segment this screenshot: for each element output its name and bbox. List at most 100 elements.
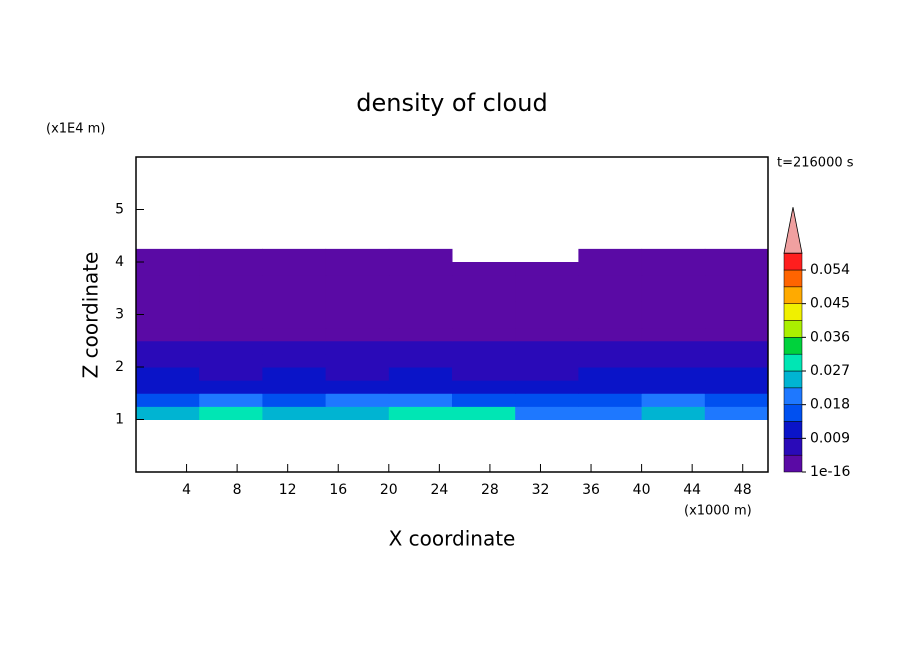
contour-cell <box>199 380 263 394</box>
x-tick-label: 36 <box>582 482 600 498</box>
colorbar-tick-label: 0.036 <box>810 329 850 345</box>
colorbar-band <box>783 269 803 288</box>
x-tick-label: 16 <box>329 482 347 498</box>
contour-cell <box>136 380 200 394</box>
contour-cell <box>136 301 200 315</box>
x-tick-label: 32 <box>532 482 550 498</box>
contour-cell <box>515 353 579 368</box>
contour-cell <box>704 288 769 302</box>
contour-cell <box>136 393 200 407</box>
contour-cell <box>641 327 706 342</box>
contour-cell <box>136 353 200 368</box>
contour-cell <box>452 327 516 342</box>
contour-cell <box>641 275 706 289</box>
colorbar-tick-label: 0.009 <box>810 430 850 446</box>
x-tick-label: 4 <box>182 482 191 498</box>
contour-cell <box>578 275 643 289</box>
contour-cell <box>388 380 453 394</box>
contour-cell <box>136 288 200 302</box>
contour-cell <box>199 314 263 329</box>
contour-cell <box>262 393 327 407</box>
contour-cell <box>515 301 579 315</box>
contour-cell <box>704 301 769 315</box>
contour-cell <box>578 314 643 329</box>
contour-cell <box>262 248 327 263</box>
contour-cell <box>578 406 643 420</box>
contour-cell <box>262 262 327 276</box>
contour-cell <box>388 314 453 329</box>
contour-cell <box>578 301 643 315</box>
contour-cell <box>578 353 643 368</box>
contour-cell <box>515 314 579 329</box>
contour-cell <box>578 393 643 407</box>
y-tick-label: 5 <box>115 202 124 218</box>
colorbar-band <box>783 370 803 389</box>
contour-cell <box>515 406 579 420</box>
contour-cell <box>452 262 516 276</box>
contour-cell <box>136 367 200 381</box>
annotation: t=216000 s <box>777 156 854 171</box>
colorbar-band <box>783 337 803 355</box>
contour-cell <box>452 380 516 394</box>
contour-cell <box>262 301 327 315</box>
colorbar-band <box>783 454 803 473</box>
colorbar-band <box>783 286 803 304</box>
contour-cell <box>199 393 263 407</box>
contour-cell <box>199 262 263 276</box>
contour-cell <box>136 275 200 289</box>
contour-cell <box>325 301 390 315</box>
contour-cell <box>704 367 769 381</box>
colorbar-tick-label: 0.045 <box>810 296 850 312</box>
contour-cell <box>388 288 453 302</box>
contour-cell <box>136 248 200 263</box>
contour-cell <box>704 353 769 368</box>
colorbar-band <box>783 320 803 338</box>
x-unit: (x1000 m) <box>684 504 752 519</box>
contour-cell <box>578 340 643 355</box>
contour-cell <box>388 393 453 407</box>
contour-cell <box>515 367 579 381</box>
y-tick-label: 1 <box>115 412 124 428</box>
contour-cell <box>199 301 263 315</box>
x-tick-label: 40 <box>633 482 651 498</box>
contour-cell <box>325 288 390 302</box>
contour-cell <box>704 275 769 289</box>
colorbar-band <box>783 404 803 422</box>
x-axis-label: X coordinate <box>389 527 516 551</box>
contour-cell <box>262 327 327 342</box>
contour-cell <box>325 380 390 394</box>
x-tick-label: 20 <box>380 482 398 498</box>
contour-cell <box>388 248 453 263</box>
contour-cell <box>262 275 327 289</box>
contour-cell <box>452 288 516 302</box>
x-tick-label: 44 <box>683 482 701 498</box>
contour-cell <box>325 353 390 368</box>
colorbar-band <box>783 421 803 439</box>
contour-cell <box>325 393 390 407</box>
colorbar-extension <box>783 207 803 254</box>
y-tick-label: 2 <box>115 359 124 375</box>
contour-cell <box>641 314 706 329</box>
contour-cell <box>704 314 769 329</box>
y-axis-label: Z coordinate <box>79 252 103 379</box>
contour-cell <box>641 288 706 302</box>
contour-cell <box>388 367 453 381</box>
contour-cell <box>452 353 516 368</box>
x-tick-label: 24 <box>430 482 448 498</box>
contour-cell <box>452 393 516 407</box>
contour-cell <box>388 275 453 289</box>
contour-cell <box>515 262 579 276</box>
contour-cell <box>262 353 327 368</box>
y-tick-label: 4 <box>115 254 124 270</box>
contour-cell <box>199 248 263 263</box>
contour-cell <box>136 340 200 355</box>
contour-cell <box>452 301 516 315</box>
contour-cell <box>641 353 706 368</box>
contour-cell <box>262 340 327 355</box>
contour-cell <box>325 275 390 289</box>
contour-cell <box>578 367 643 381</box>
contour-cell <box>704 327 769 342</box>
contour-cell <box>641 301 706 315</box>
contour-cell <box>578 248 643 263</box>
